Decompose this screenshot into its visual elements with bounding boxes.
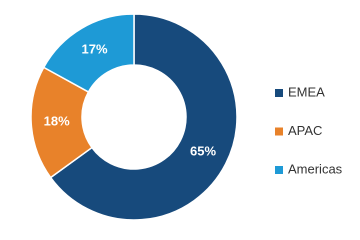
legend-swatch [275, 127, 283, 136]
legend-label: APAC [288, 123, 322, 138]
legend-swatch [275, 89, 283, 97]
legend-swatch [275, 166, 283, 174]
value-label: 18% [44, 113, 70, 128]
donut-slice [42, 13, 135, 93]
legend-label: EMEA [288, 84, 325, 99]
legend-label: Americas [288, 161, 343, 176]
value-label: 17% [82, 42, 108, 57]
value-label: 65% [190, 144, 216, 159]
chart: 65% 18% 17% EMEA APAC Americas [30, 13, 343, 221]
donut-slice [49, 13, 238, 221]
